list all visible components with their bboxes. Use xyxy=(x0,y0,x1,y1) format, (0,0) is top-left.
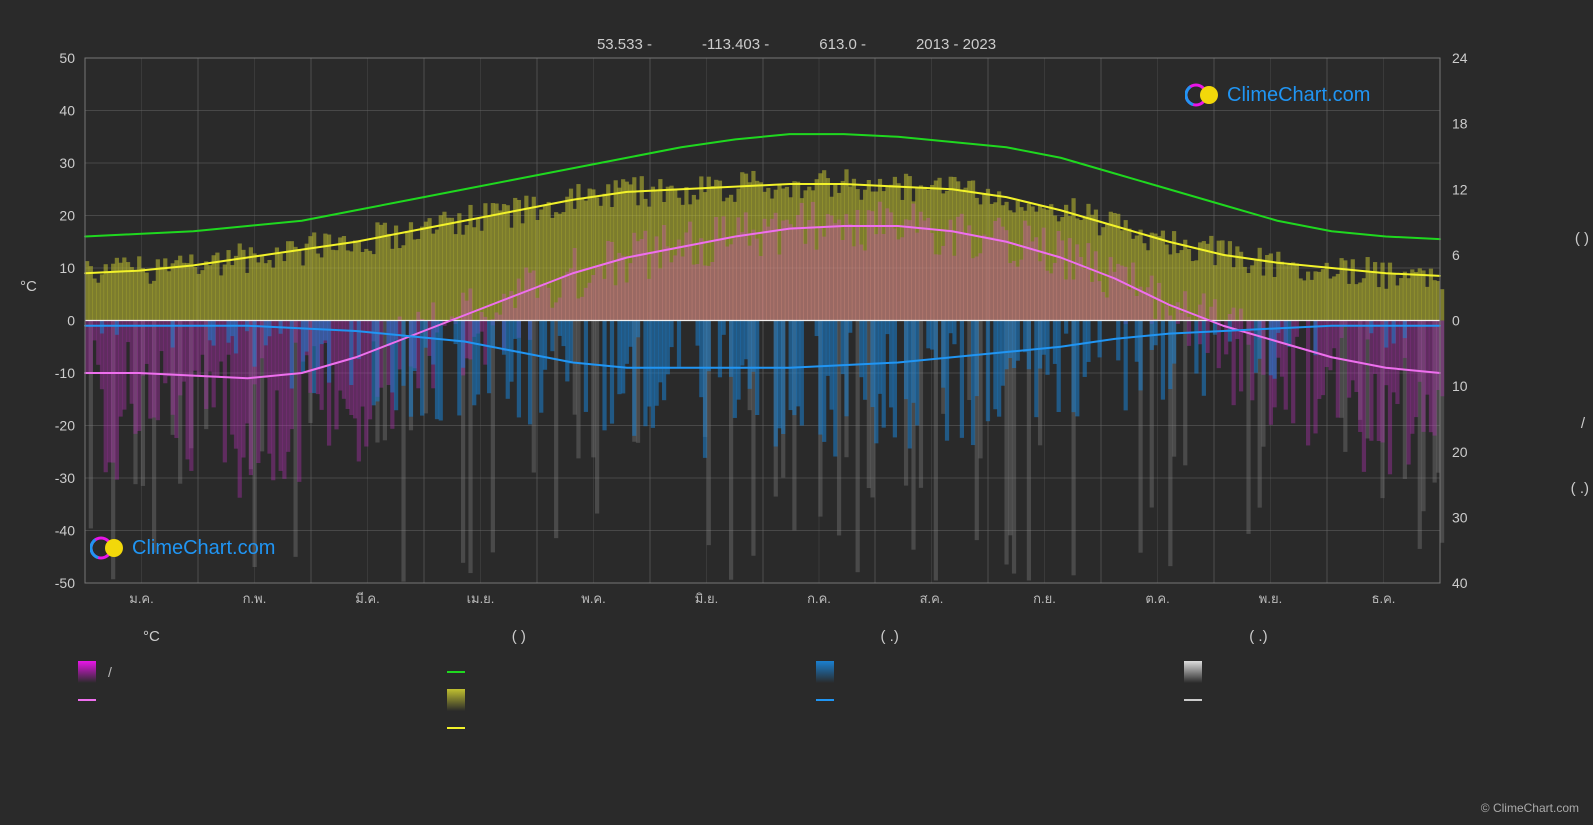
swatch-line-icon xyxy=(816,699,834,701)
legend-group-title: ( ) xyxy=(512,628,796,648)
legend-group-title: ( .) xyxy=(881,628,1165,648)
svg-text:40: 40 xyxy=(1452,575,1468,591)
svg-text:พ.ย.: พ.ย. xyxy=(1259,591,1282,606)
svg-text:ม.ค.: ม.ค. xyxy=(129,591,154,606)
svg-text:-20: -20 xyxy=(55,418,75,434)
legend-group: ( ) xyxy=(447,628,816,742)
legend-item xyxy=(816,658,1165,686)
yaxis-right-label-1: ( ) xyxy=(1575,230,1589,247)
copyright: © ClimeChart.com xyxy=(1481,801,1579,815)
swatch-bar-icon xyxy=(447,689,465,711)
svg-text:0: 0 xyxy=(67,313,75,329)
svg-text:-10: -10 xyxy=(55,365,75,381)
svg-text:ก.ค.: ก.ค. xyxy=(807,591,831,606)
watermark: ClimeChart.com xyxy=(1185,82,1370,108)
svg-text:50: 50 xyxy=(59,50,75,66)
svg-text:ต.ค.: ต.ค. xyxy=(1145,591,1169,606)
swatch-line-icon xyxy=(447,671,465,673)
svg-text:10: 10 xyxy=(59,260,75,276)
svg-text:40: 40 xyxy=(59,103,75,119)
watermark: ClimeChart.com xyxy=(90,535,275,561)
watermark-text: ClimeChart.com xyxy=(132,537,275,560)
svg-text:-50: -50 xyxy=(55,575,75,591)
legend-item-label: / xyxy=(108,664,112,680)
swatch-line-icon xyxy=(447,727,465,729)
svg-text:มิ.ย.: มิ.ย. xyxy=(695,591,718,606)
swatch-bar-icon xyxy=(1184,661,1202,683)
legend-group: ( .) xyxy=(816,628,1185,742)
svg-text:24: 24 xyxy=(1452,50,1468,66)
legend-item xyxy=(447,714,796,742)
svg-text:6: 6 xyxy=(1452,247,1460,263)
svg-text:30: 30 xyxy=(59,155,75,171)
swatch-line-icon xyxy=(1184,699,1202,701)
legend-group-title: °C xyxy=(143,628,427,648)
legend-group-title: ( .) xyxy=(1249,628,1533,648)
svg-text:20: 20 xyxy=(1452,444,1468,460)
legend-item xyxy=(1184,658,1533,686)
legend-group: ( .) xyxy=(1184,628,1553,742)
swatch-bar-icon xyxy=(816,661,834,683)
svg-text:-30: -30 xyxy=(55,470,75,486)
svg-text:10: 10 xyxy=(1452,378,1468,394)
legend-group: °C / xyxy=(78,628,447,742)
legend-item xyxy=(447,658,796,686)
swatch-line-icon xyxy=(78,699,96,701)
svg-text:ก.พ.: ก.พ. xyxy=(243,591,267,606)
yaxis-right-label-2: / xyxy=(1581,415,1585,432)
svg-text:18: 18 xyxy=(1452,116,1468,132)
svg-text:30: 30 xyxy=(1452,509,1468,525)
svg-text:0: 0 xyxy=(1452,313,1460,329)
watermark-text: ClimeChart.com xyxy=(1227,84,1370,107)
svg-text:พ.ค.: พ.ค. xyxy=(581,591,606,606)
svg-text:ส.ค.: ส.ค. xyxy=(920,591,944,606)
legend-item xyxy=(816,686,1165,714)
svg-text:12: 12 xyxy=(1452,181,1468,197)
svg-text:-40: -40 xyxy=(55,523,75,539)
legend-item: / xyxy=(78,658,427,686)
swatch-bar-icon xyxy=(78,661,96,683)
svg-text:ธ.ค.: ธ.ค. xyxy=(1372,591,1396,606)
legend-item xyxy=(78,686,427,714)
svg-text:20: 20 xyxy=(59,208,75,224)
legend-item xyxy=(447,686,796,714)
svg-text:ก.ย.: ก.ย. xyxy=(1033,591,1056,606)
svg-text:เม.ย.: เม.ย. xyxy=(467,591,495,606)
yaxis-right-label-3: ( .) xyxy=(1571,480,1589,497)
legend: °C / ( ) ( .) ( .) xyxy=(78,628,1553,742)
svg-text:มี.ค.: มี.ค. xyxy=(355,591,380,606)
legend-item xyxy=(1184,686,1533,714)
